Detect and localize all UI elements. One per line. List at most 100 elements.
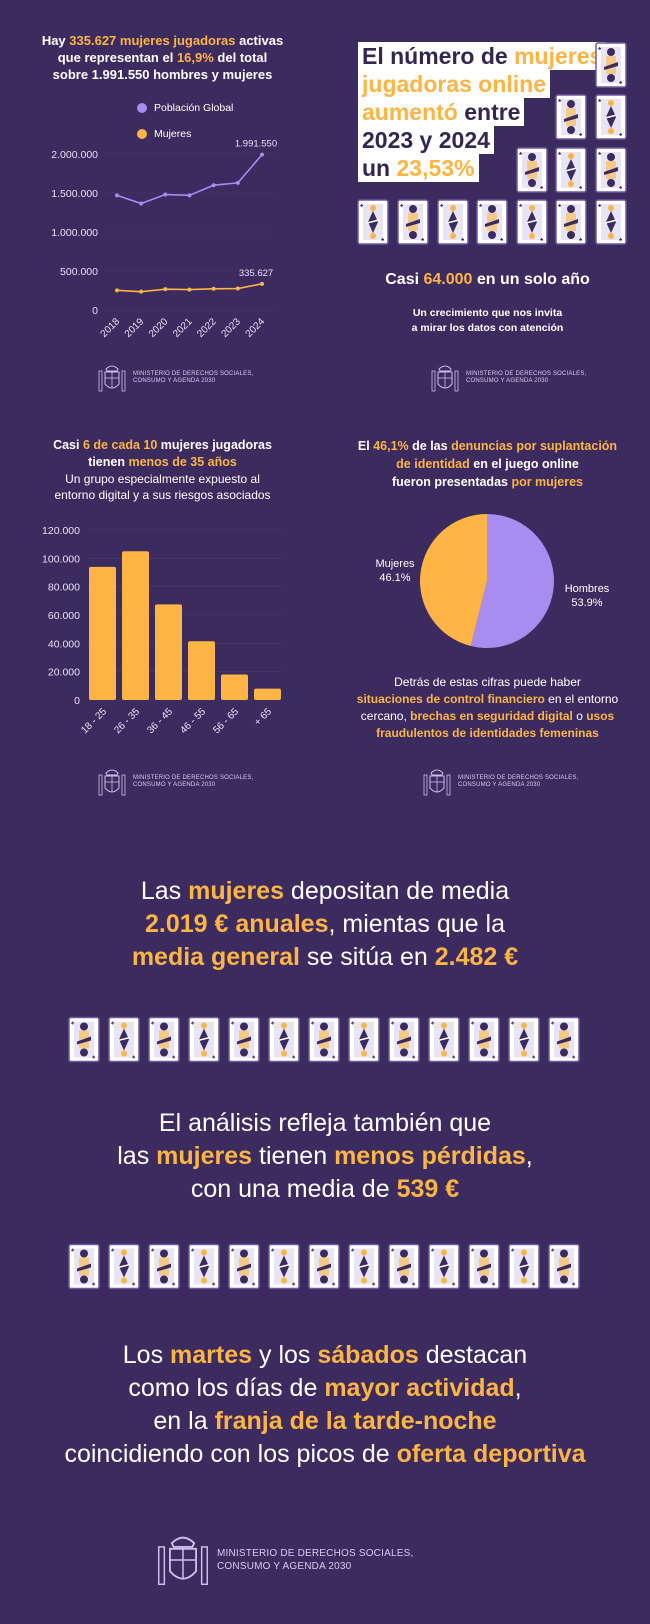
- highlight-text: mujeres: [514, 43, 603, 69]
- highlight-text: menos pérdidas: [334, 1142, 526, 1170]
- bar: [122, 551, 149, 700]
- playing-card-icon: ♣♣: [228, 1016, 260, 1063]
- pie-chart: Mujeres 46.1% Hombres 53.9%: [375, 514, 610, 648]
- section3-title: Casi 6 de cada 10 mujeres jugadoras tiene…: [0, 437, 325, 471]
- y-tick-label: 0: [92, 305, 98, 317]
- text: depositan de media: [283, 877, 510, 905]
- text-line: 2.019 € anuales, mientas que la: [0, 908, 650, 941]
- highlight-text: situaciones de control financiero: [356, 692, 545, 706]
- svg-text:♣: ♣: [381, 237, 385, 243]
- svg-text:♣: ♣: [372, 1282, 376, 1288]
- text: Un grupo especialmente expuesto al: [65, 472, 260, 486]
- text: 2023 y 2024: [362, 127, 490, 153]
- ministry-name: MINISTERIO DE DERECHOS SOCIALES, CONSUMO …: [133, 775, 253, 789]
- svg-text:♣: ♣: [452, 1055, 456, 1061]
- ministry-name-line: CONSUMO Y AGENDA 2030: [458, 782, 541, 788]
- playing-card-icon: ♣♣: [428, 1016, 460, 1063]
- text: El número de: [362, 43, 515, 69]
- bar-chart: 0 20.000 40.000 60.000 80.000 100.000 120.000 1…: [42, 525, 282, 736]
- playing-card-icon: ♣♣: [548, 1016, 580, 1063]
- y-tick-label: 60.000: [48, 610, 80, 622]
- text: mujeres jugadoras: [157, 438, 272, 452]
- svg-text:♣: ♣: [332, 1282, 336, 1288]
- ministry-name-line: CONSUMO Y AGENDA 2030: [217, 1561, 352, 1572]
- ministry-logo: MINISTERIO DE DERECHOS SOCIALES, CONSUMO …: [422, 766, 578, 798]
- text-line: Los martes y los sábados destacan: [0, 1339, 650, 1372]
- highlight-text: brechas en seguridad digital: [410, 709, 573, 723]
- text: en un solo año: [472, 271, 590, 288]
- bar: [221, 674, 248, 700]
- highlight-text: 23,53%: [396, 155, 475, 181]
- svg-text:♣: ♣: [111, 1021, 115, 1027]
- text: las: [117, 1142, 157, 1170]
- text-line: entorno digital y a sus riesgos asociado…: [0, 487, 325, 503]
- text: sobre 1.991.550 hombres y mujeres: [52, 67, 273, 82]
- bar: [188, 641, 215, 700]
- headline-line: un 23,53%: [358, 154, 479, 182]
- deposit-text: Las mujeres depositan de media 2.019 € an…: [0, 875, 650, 974]
- svg-text:♣: ♣: [172, 1282, 176, 1288]
- section1-title: Hay 335.627 mujeres jugadoras activas que…: [0, 32, 325, 83]
- x-tick-label: 2020: [147, 316, 171, 340]
- activity-text: Los martes y los sábados destacan como lo…: [0, 1339, 650, 1471]
- playing-card-icon: ♣♣: [68, 1243, 100, 1290]
- text: Los: [122, 1341, 171, 1369]
- y-tick-label: 2.000.000: [51, 149, 98, 161]
- text: como los días de: [128, 1374, 325, 1402]
- svg-text:♣: ♣: [532, 1282, 536, 1288]
- y-tick-label: 1.000.000: [51, 227, 98, 239]
- playing-card-icon: ♣♣: [397, 199, 429, 245]
- text: entorno digital y a sus riesgos asociado…: [54, 488, 271, 502]
- svg-text:♣: ♣: [212, 1055, 216, 1061]
- svg-text:♣: ♣: [519, 151, 523, 157]
- text: en la: [153, 1407, 215, 1435]
- svg-text:♣: ♣: [598, 151, 602, 157]
- svg-text:♣: ♣: [431, 1021, 435, 1027]
- text: Un crecimiento que nos invita: [412, 307, 563, 319]
- text-line: que representan el 16,9% del total: [0, 49, 325, 66]
- text: destacan: [418, 1341, 528, 1369]
- playing-card-icon: ♣♣: [188, 1243, 220, 1290]
- data-point: [235, 286, 240, 291]
- svg-text:♣: ♣: [172, 1055, 176, 1061]
- y-tick-label: 1.500.000: [51, 188, 98, 200]
- text: en el entorno: [544, 692, 619, 706]
- svg-text:♣: ♣: [452, 1282, 456, 1288]
- highlight-text: 2.482 €: [434, 943, 519, 971]
- y-tick-label: 20.000: [48, 667, 80, 679]
- playing-card-icon: ♣♣: [508, 1016, 540, 1063]
- playing-card-icon: ♣♣: [468, 1016, 500, 1063]
- svg-text:♣: ♣: [619, 237, 623, 243]
- svg-text:♣: ♣: [271, 1021, 275, 1027]
- y-tick-label: 500.000: [60, 266, 98, 278]
- highlight-text: 6 de cada 10: [82, 438, 158, 452]
- text-line: cercano, brechas en seguridad digital o …: [325, 708, 650, 725]
- playing-card-icon: ♣♣: [188, 1016, 220, 1063]
- legend-global: Población Global: [137, 102, 233, 114]
- text: Casi: [385, 271, 424, 288]
- svg-text:♣: ♣: [471, 1021, 475, 1027]
- x-tick-label: 56 - 65: [211, 706, 241, 736]
- highlight-text: martes: [170, 1341, 253, 1369]
- end-value-label: 335.627: [239, 268, 273, 279]
- text: a mirar los datos con atención: [411, 322, 564, 334]
- svg-text:♣: ♣: [598, 203, 602, 209]
- data-point: [235, 180, 240, 185]
- playing-card-icon: ♣♣: [268, 1243, 300, 1290]
- playing-card-icon: ♣♣: [548, 1243, 580, 1290]
- svg-text:♣: ♣: [391, 1021, 395, 1027]
- playing-card-icon: ♣♣: [437, 199, 469, 245]
- playing-card-icon: ♣♣: [595, 94, 627, 140]
- svg-text:♣: ♣: [551, 1248, 555, 1254]
- text: coincidiendo con los picos de: [64, 1440, 397, 1468]
- highlight-text: 46,1%: [373, 439, 409, 453]
- playing-card-icon: ♣♣: [308, 1243, 340, 1290]
- svg-text:♣: ♣: [572, 1282, 576, 1288]
- text: de las: [408, 439, 452, 453]
- text-line: las mujeres tienen menos pérdidas,: [0, 1140, 650, 1173]
- playing-card-icon: ♣♣: [268, 1016, 300, 1063]
- x-tick-label: 2022: [195, 316, 219, 340]
- ministry-name-line: CONSUMO Y AGENDA 2030: [133, 782, 216, 788]
- svg-text:♣: ♣: [598, 98, 602, 104]
- text: que representan el: [57, 50, 177, 65]
